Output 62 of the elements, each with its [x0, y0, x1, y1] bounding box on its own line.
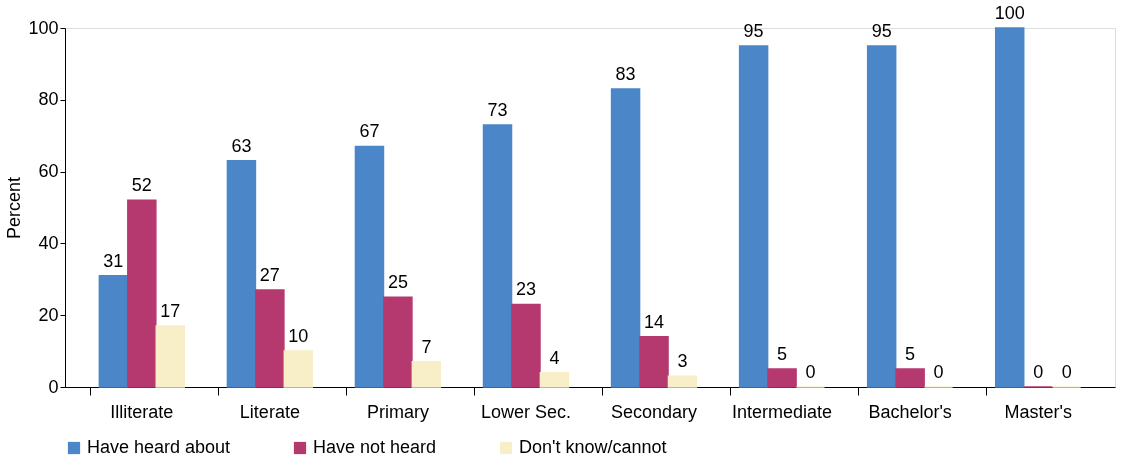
data-label: 52 [131, 175, 152, 196]
data-label: 63 [231, 135, 252, 156]
x-tick-label: Literate [239, 401, 300, 422]
data-label: 83 [615, 64, 636, 85]
data-label: 5 [777, 344, 788, 365]
bar [539, 371, 570, 388]
bar [482, 124, 513, 388]
x-tick-label: Bachelor's [868, 401, 952, 422]
data-label: 10 [288, 326, 309, 347]
y-tick-label: 20 [38, 304, 59, 325]
bar [738, 45, 769, 388]
bar [127, 199, 157, 388]
legend-label: Don't know/cannot [519, 437, 667, 457]
data-label: 95 [743, 20, 764, 41]
y-tick-label: 100 [28, 17, 59, 38]
bar [354, 145, 385, 388]
data-label: 0 [1033, 362, 1044, 382]
bar [994, 27, 1025, 388]
x-tick-label: Illiterate [110, 401, 174, 422]
data-label: 17 [160, 300, 181, 321]
y-tick-label: 80 [38, 89, 59, 110]
y-tick-label: 0 [48, 376, 59, 397]
legend-label: Have not heard [313, 437, 437, 457]
data-label: 23 [515, 279, 536, 300]
x-tick-label: Lower Sec. [480, 401, 571, 422]
data-label: 100 [994, 3, 1025, 23]
data-label: 95 [871, 20, 892, 41]
data-label: 7 [421, 336, 432, 357]
x-tick-label: Secondary [610, 401, 698, 422]
data-label: 14 [644, 311, 665, 332]
data-label: 27 [259, 265, 280, 286]
y-tick-label: 60 [38, 161, 59, 182]
data-label: 25 [387, 272, 408, 293]
x-tick-label: Master's [1004, 401, 1072, 422]
bar [283, 350, 314, 388]
y-tick-label: 40 [38, 232, 59, 253]
bar [639, 335, 669, 388]
bar [383, 296, 413, 388]
data-label: 73 [487, 99, 508, 120]
data-label: 4 [549, 347, 560, 368]
bar [155, 325, 186, 388]
bar [98, 274, 129, 388]
x-tick-label: Intermediate [732, 401, 833, 422]
data-label: 0 [1061, 362, 1072, 382]
x-tick-label: Primary [366, 401, 429, 422]
bar [866, 45, 897, 388]
y-axis-title: Percent [4, 176, 25, 240]
data-label: 67 [359, 121, 380, 142]
data-label: 31 [103, 250, 124, 271]
data-label: 3 [677, 351, 688, 372]
data-label: 5 [905, 344, 916, 365]
bar [411, 361, 442, 388]
bar [895, 368, 925, 388]
bar [511, 303, 541, 388]
bar [767, 368, 797, 388]
bar [610, 88, 641, 388]
bar [255, 289, 285, 388]
data-label: 0 [805, 362, 816, 382]
bar [226, 160, 257, 388]
legend-label: Have heard about [87, 437, 231, 457]
bar [667, 375, 698, 388]
data-label: 0 [933, 362, 944, 382]
